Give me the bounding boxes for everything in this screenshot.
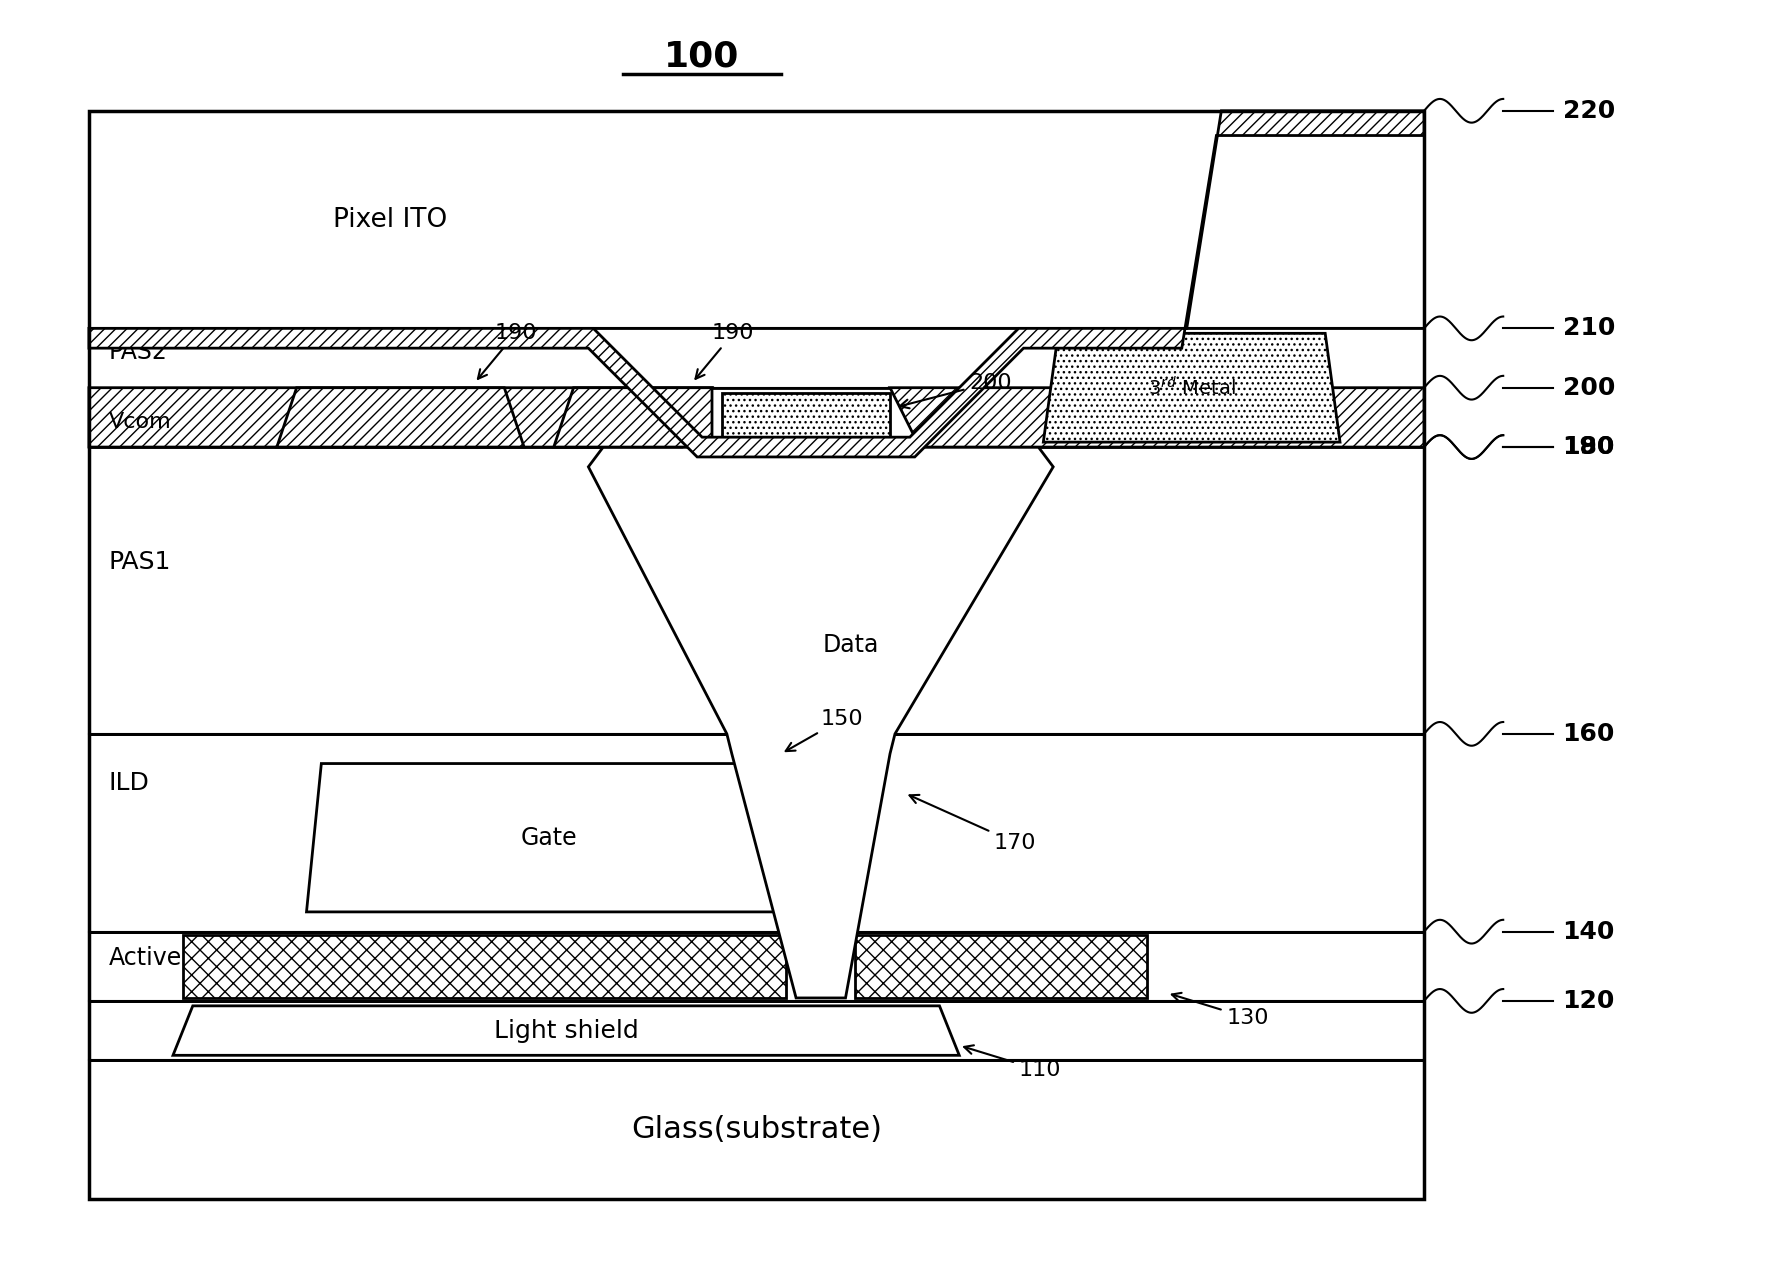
Text: 170: 170: [910, 794, 1037, 853]
Polygon shape: [589, 447, 1053, 998]
Bar: [89, 111, 1424, 1199]
Text: Gate: Gate: [521, 826, 577, 850]
Text: PAS1: PAS1: [109, 550, 171, 574]
Text: 210: 210: [1562, 316, 1615, 340]
Text: 120: 120: [1562, 989, 1615, 1013]
Text: PAS2: PAS2: [109, 340, 168, 364]
Text: Light shield: Light shield: [494, 1018, 639, 1042]
Text: 190: 190: [478, 324, 537, 378]
Bar: [182, 935, 785, 998]
Text: ILD: ILD: [109, 772, 150, 796]
Bar: [89, 329, 1424, 387]
Text: 220: 220: [1562, 99, 1615, 123]
Bar: [89, 447, 1424, 734]
Text: 150: 150: [785, 710, 864, 751]
Text: Data: Data: [823, 632, 878, 657]
Polygon shape: [553, 387, 712, 447]
Text: 110: 110: [964, 1045, 1060, 1080]
Bar: [89, 932, 1424, 1001]
Bar: [855, 935, 1148, 998]
Text: 130: 130: [1171, 993, 1269, 1027]
Polygon shape: [173, 1006, 959, 1055]
Bar: [89, 1001, 1424, 1060]
Text: 180: 180: [1562, 435, 1615, 459]
Text: 190: 190: [696, 324, 755, 378]
Text: 200: 200: [1562, 376, 1615, 400]
Polygon shape: [1042, 333, 1341, 441]
Bar: [721, 392, 891, 441]
Bar: [89, 1060, 1424, 1199]
Polygon shape: [89, 111, 1424, 457]
Polygon shape: [307, 764, 791, 912]
Text: 140: 140: [1562, 920, 1615, 944]
Text: 3$^{rd}$ Metal: 3$^{rd}$ Metal: [1148, 376, 1235, 400]
Text: 160: 160: [1562, 722, 1615, 746]
Text: Active: Active: [109, 946, 182, 970]
Polygon shape: [277, 387, 525, 447]
Polygon shape: [891, 387, 1424, 447]
Text: Vcom: Vcom: [109, 412, 171, 433]
Text: 190: 190: [1562, 435, 1615, 459]
Bar: [89, 734, 1424, 932]
Text: Pixel ITO: Pixel ITO: [334, 206, 448, 233]
Text: 100: 100: [664, 39, 739, 73]
Polygon shape: [89, 387, 712, 447]
Text: 200: 200: [900, 373, 1012, 409]
Text: Glass(substrate): Glass(substrate): [632, 1114, 882, 1144]
